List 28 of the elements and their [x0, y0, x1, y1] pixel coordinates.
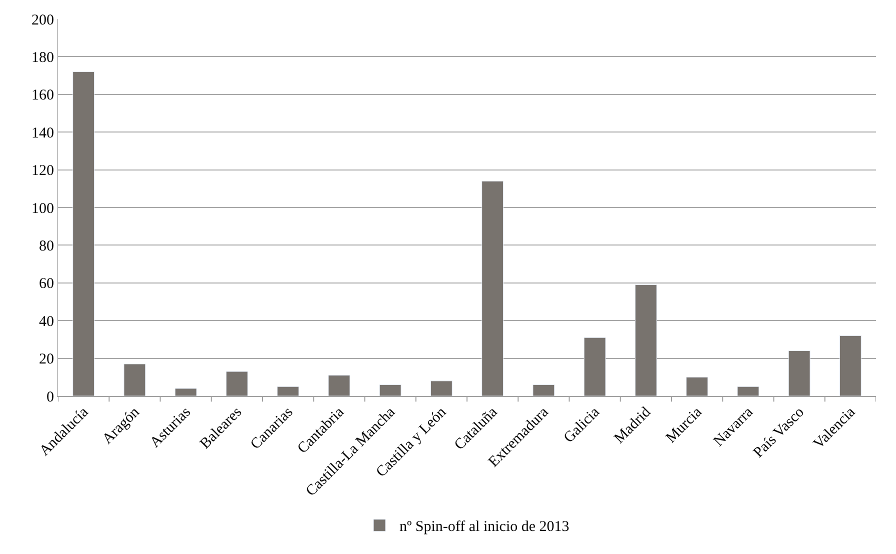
bar [277, 386, 300, 396]
bar [328, 375, 350, 396]
legend-label: nº Spin-off al inicio de 2013 [400, 519, 570, 536]
y-tick-label: 40 [39, 314, 54, 330]
bar [584, 337, 606, 396]
bar [532, 384, 555, 396]
y-tick-label: 200 [32, 12, 54, 28]
bar [839, 335, 862, 396]
y-tick-label: 0 [46, 389, 54, 406]
bar [788, 350, 810, 396]
y-tick-label: 60 [39, 276, 54, 292]
bar [634, 284, 657, 396]
y-tick-label: 20 [39, 352, 54, 368]
bar [72, 72, 95, 396]
bar [686, 376, 708, 396]
bar [226, 371, 248, 396]
y-tick-label: 80 [39, 238, 54, 254]
bar [124, 364, 146, 396]
y-tick-label: 180 [32, 50, 54, 66]
bar [737, 386, 760, 396]
bar [174, 388, 197, 396]
y-tick-label: 100 [32, 200, 54, 217]
bar [430, 380, 452, 396]
y-tick-label: 140 [32, 125, 54, 142]
y-tick-label: 160 [32, 88, 54, 104]
y-tick-label: 120 [32, 163, 54, 180]
bar [482, 180, 504, 396]
bar [379, 384, 402, 396]
